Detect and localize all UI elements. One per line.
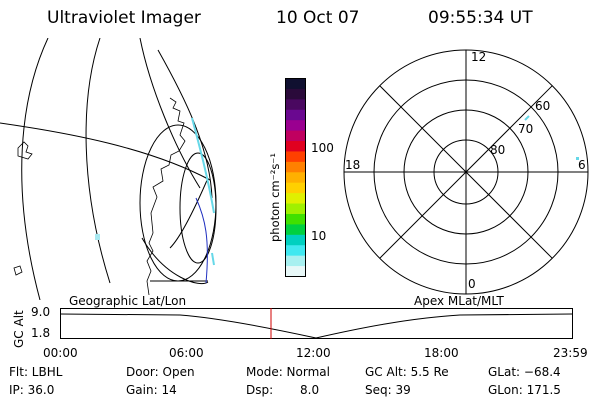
lat-label-70: 70 xyxy=(518,122,533,136)
map-oval-inner xyxy=(179,152,217,264)
timeline-plot xyxy=(60,308,573,339)
map-grid-line xyxy=(21,38,49,300)
colorbar-stripe xyxy=(285,234,306,246)
colorbar xyxy=(285,78,306,277)
mlt-label-18: 18 xyxy=(345,158,360,172)
mlt-label-6: 6 xyxy=(578,158,586,172)
colorbar-stripe xyxy=(285,245,306,257)
map-grid-line xyxy=(141,237,209,285)
timeline-ytick-low: 1.8 xyxy=(31,326,51,340)
timeline-axis-label: GC Alt xyxy=(12,310,26,348)
glat-status: GLat: −68.4 xyxy=(488,365,561,379)
colorbar-stripe xyxy=(285,172,306,184)
map-grid-line xyxy=(169,177,209,249)
date-label: 10 Oct 07 xyxy=(276,8,360,28)
polar-diagonal xyxy=(379,85,553,259)
colorbar-stripe xyxy=(285,99,306,111)
map-island xyxy=(17,141,33,160)
colorbar-stripe xyxy=(285,182,306,194)
satellite-track xyxy=(195,197,208,284)
altitude-curve xyxy=(60,313,573,339)
gain-status: Gain: 14 xyxy=(126,383,177,397)
colorbar-stripe xyxy=(285,88,306,100)
mlt-label-0: 0 xyxy=(468,277,476,291)
map-grid-line xyxy=(85,38,111,284)
map-island-small xyxy=(13,265,23,276)
colorbar-stripe xyxy=(285,130,306,142)
emission-spot xyxy=(95,234,100,240)
colorbar-stripe xyxy=(285,120,306,132)
colorbar-tick-10: 10 xyxy=(311,229,327,243)
glon-status: GLon: 171.5 xyxy=(488,383,561,397)
map-coastline xyxy=(146,97,186,296)
polar-emission-spot xyxy=(576,157,579,160)
colorbar-stripe xyxy=(285,255,306,267)
instrument-title: Ultraviolet Imager xyxy=(47,8,201,28)
mlt-label-12: 12 xyxy=(471,50,486,64)
time-label: 09:55:34 UT xyxy=(428,8,533,28)
colorbar-stripe xyxy=(285,224,306,236)
colorbar-stripe xyxy=(285,203,306,215)
mode-status: Mode: Normal xyxy=(246,365,330,379)
filter-status: Flt: LBHL xyxy=(9,365,63,379)
lat-label-80: 80 xyxy=(490,143,505,157)
timeline-ytick-high: 9.0 xyxy=(31,305,51,319)
colorbar-stripe xyxy=(285,161,306,173)
gc-alt-status: GC Alt: 5.5 Re xyxy=(365,365,449,379)
seq-status: Seq: 39 xyxy=(365,383,411,397)
timeline-xtick-0600: 06:00 xyxy=(169,346,204,360)
colorbar-stripe xyxy=(285,193,306,205)
colorbar-stripe xyxy=(285,151,306,163)
map-grid-line xyxy=(0,122,211,181)
polar-edge xyxy=(588,172,592,176)
apex-caption: Apex MLat/MLT xyxy=(414,294,504,308)
timeline-xtick-2359: 23:59 xyxy=(553,346,588,360)
colorbar-tick-100: 100 xyxy=(311,141,334,155)
colorbar-stripe xyxy=(285,78,306,90)
polar-emission xyxy=(524,115,530,121)
geographic-map xyxy=(0,38,217,300)
dsp-value: 8.0 xyxy=(300,383,320,397)
ip-status: IP: 36.0 xyxy=(9,383,55,397)
map-grid-line xyxy=(157,49,213,199)
lat-label-60: 60 xyxy=(535,99,550,113)
colorbar-stripe xyxy=(285,213,306,225)
dsp-label: Dsp: xyxy=(246,383,274,397)
geographic-caption: Geographic Lat/Lon xyxy=(69,294,187,308)
polar-plot: 12 18 6 0 60 70 80 xyxy=(343,49,592,295)
timeline-xtick-0000: 00:00 xyxy=(43,346,78,360)
timeline-xtick-1200: 12:00 xyxy=(296,346,331,360)
map-grid-line xyxy=(139,38,201,189)
timeline-xtick-1800: 18:00 xyxy=(424,346,459,360)
door-status: Door: Open xyxy=(126,365,195,379)
colorbar-stripe xyxy=(285,141,306,152)
emission-trace xyxy=(211,252,215,266)
colorbar-unit-label: photon cm⁻²s⁻¹ xyxy=(268,153,282,242)
colorbar-stripe xyxy=(285,266,306,277)
colorbar-stripe xyxy=(285,109,306,121)
emission-trace xyxy=(191,117,215,214)
